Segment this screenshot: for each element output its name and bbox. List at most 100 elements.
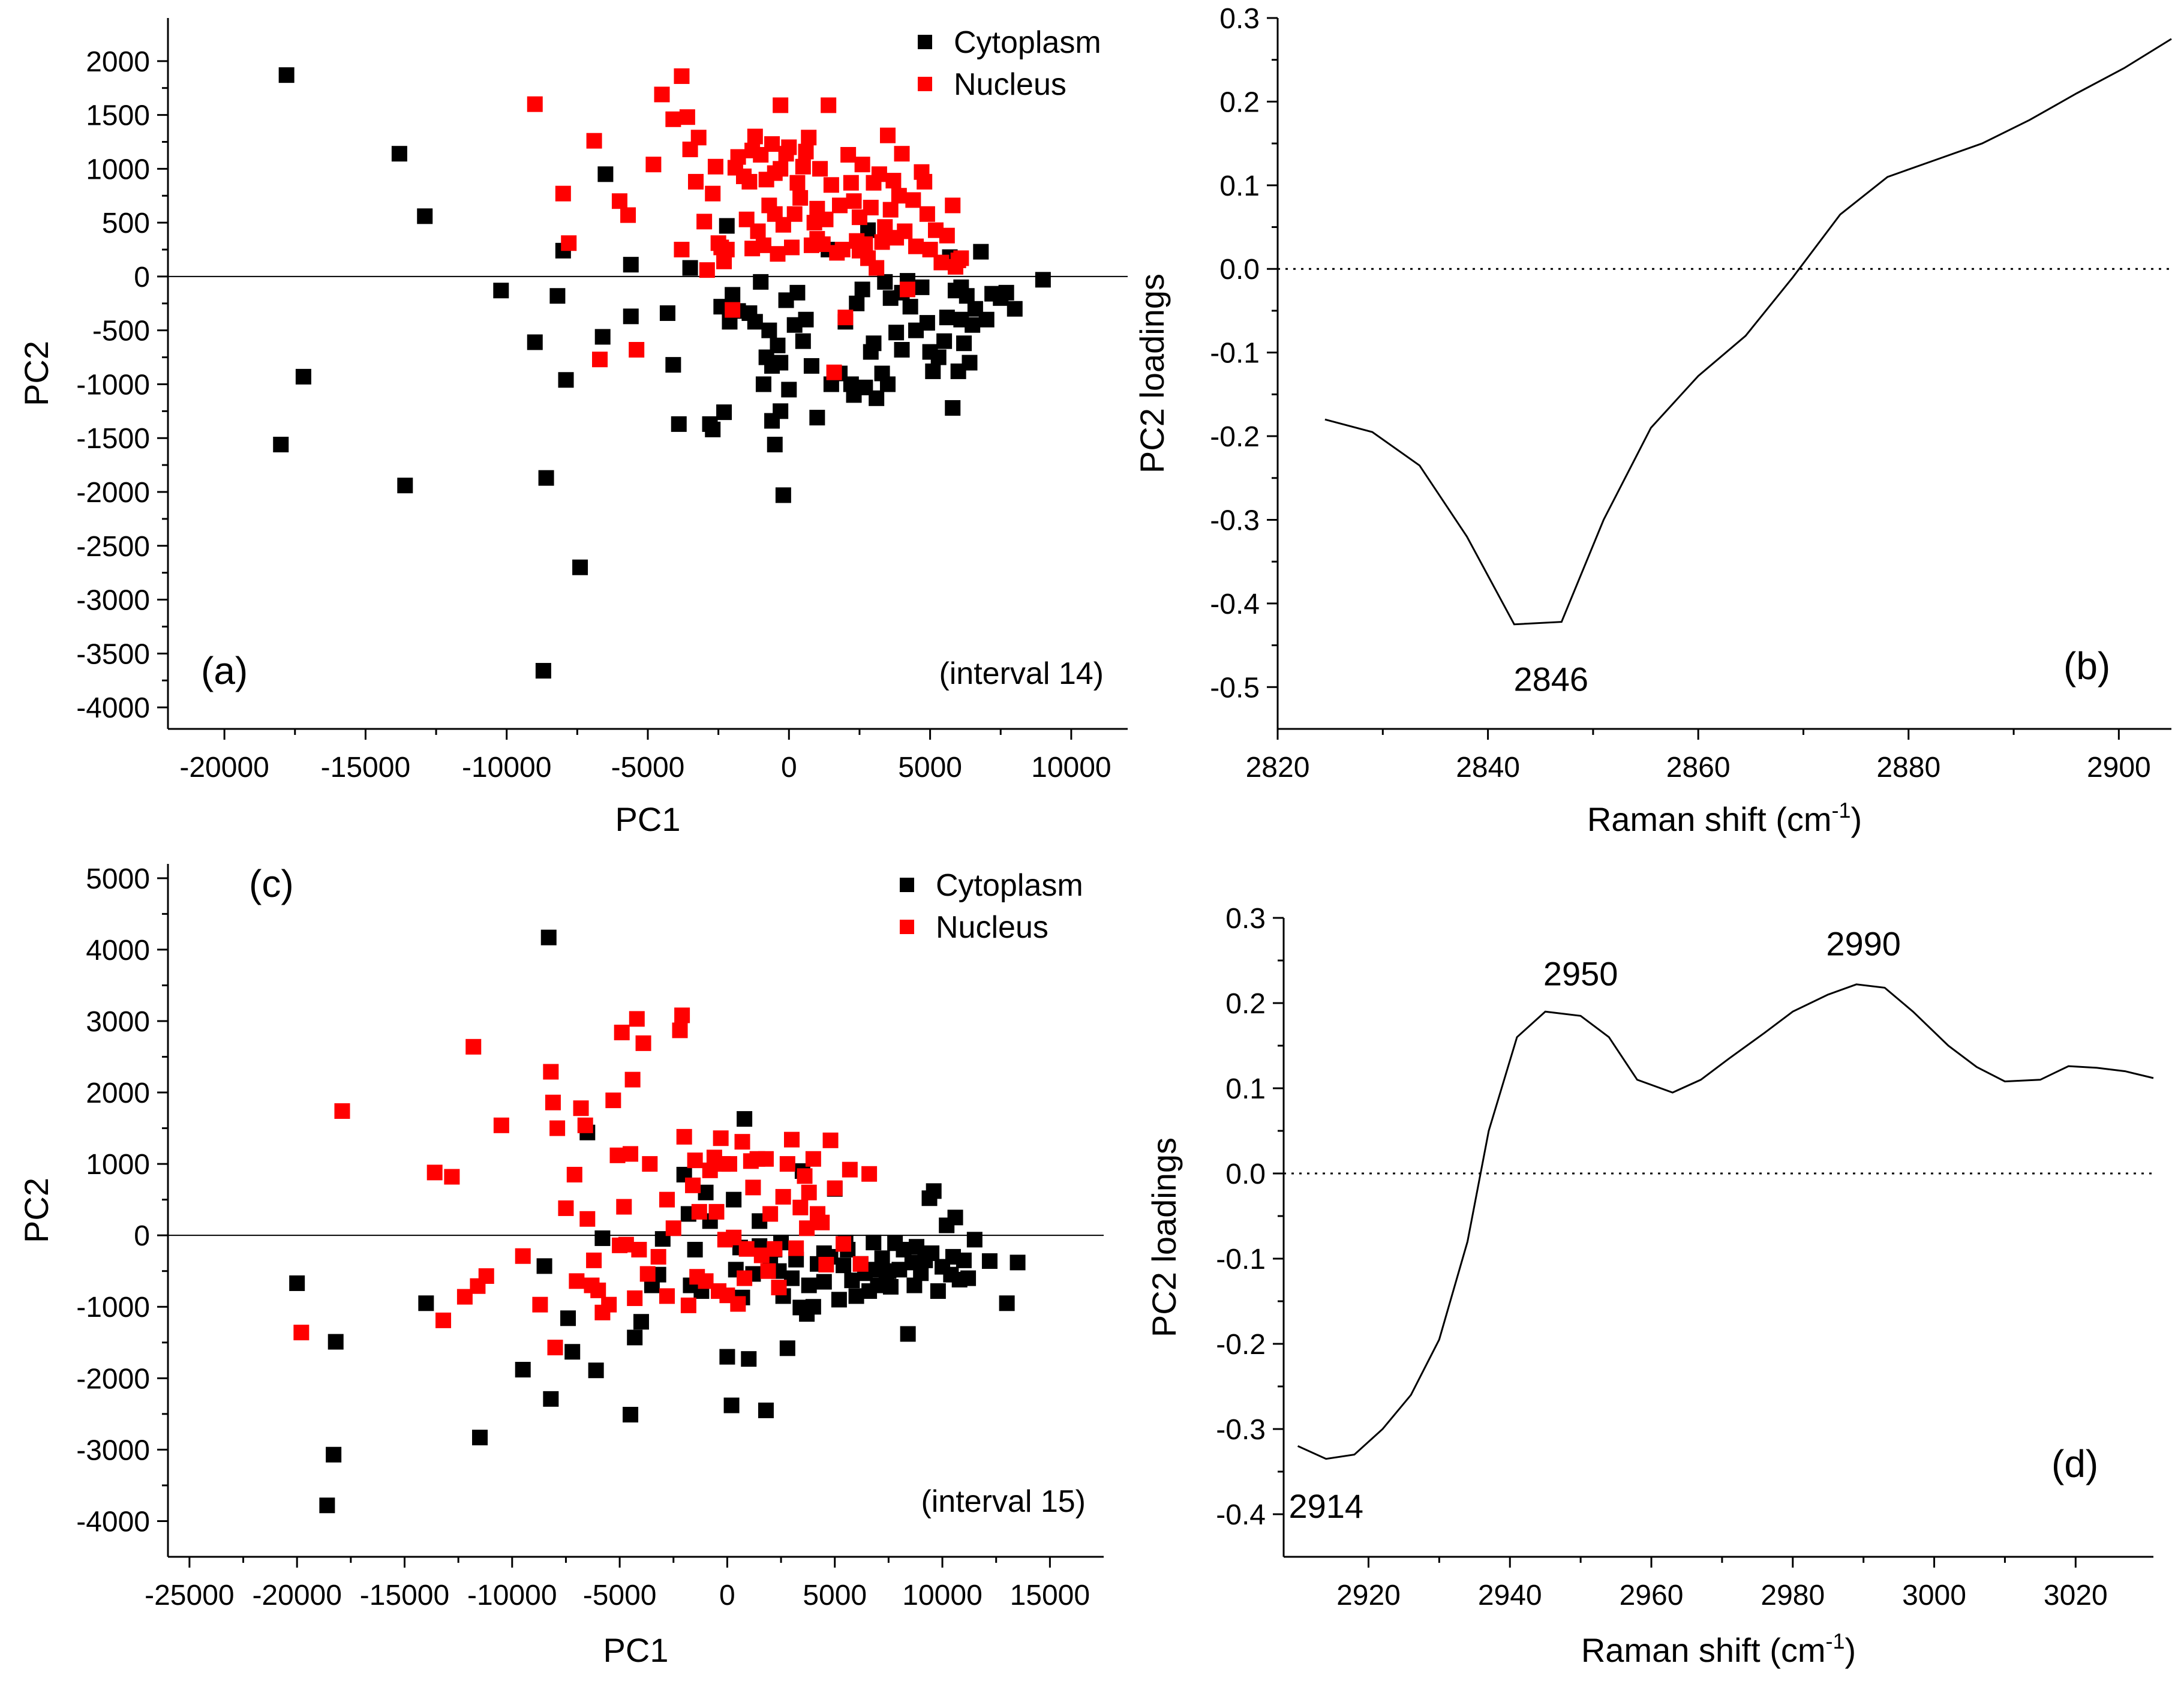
cytoplasm-point (753, 274, 769, 290)
nucleus-point (885, 173, 902, 189)
cytoplasm-point (803, 358, 819, 374)
y-tick-label: -3000 (76, 1434, 150, 1466)
nucleus-point (741, 173, 758, 190)
nucleus-point (852, 1256, 869, 1272)
nucleus-point (435, 1312, 452, 1328)
cytoplasm-point (902, 299, 918, 315)
nucleus-point (919, 206, 935, 222)
nucleus-point (737, 1270, 753, 1286)
nucleus-point (882, 202, 899, 218)
cytoplasm-point (1035, 272, 1051, 288)
x-tick-label: 2840 (1456, 752, 1520, 784)
nucleus-point (933, 254, 950, 271)
nucleus-point (555, 185, 571, 202)
nucleus-point (672, 1022, 688, 1038)
cytoplasm-point (594, 329, 611, 345)
cytoplasm-point (549, 288, 566, 304)
nucleus-point (764, 136, 780, 152)
x-axis-label: PC1 (615, 800, 681, 838)
nucleus-point (798, 143, 814, 160)
nucleus-point (775, 1188, 791, 1205)
panel-label: (b) (2063, 644, 2110, 688)
cytoplasm-point (981, 1253, 998, 1269)
nucleus-point (719, 242, 735, 258)
nucleus-point (834, 242, 851, 258)
x-tick-label: 3020 (2044, 1580, 2108, 1611)
nucleus-point (679, 109, 695, 125)
cytoplasm-point (623, 1407, 639, 1423)
cytoplasm-point (836, 1257, 852, 1274)
x-tick-label: 15000 (1010, 1580, 1090, 1611)
cytoplasm-point (417, 208, 433, 224)
cytoplasm-point (535, 663, 551, 679)
nucleus-point (586, 133, 602, 149)
nucleus-point (532, 1296, 548, 1313)
nucleus-point (801, 1184, 817, 1200)
nucleus-point (547, 1340, 563, 1356)
cytoplasm-point (633, 1314, 649, 1330)
nucleus-point (690, 130, 707, 146)
cytoplasm-point (623, 257, 639, 273)
nucleus-point (767, 1241, 783, 1257)
y-tick-label: -0.4 (1216, 1499, 1266, 1531)
nucleus-point (827, 1180, 843, 1196)
cytoplasm-point (536, 1258, 552, 1274)
nucleus-point (696, 214, 713, 230)
x-tick-label: -10000 (462, 752, 551, 784)
nucleus-point (623, 1146, 639, 1162)
nucleus-point (708, 1203, 725, 1220)
nucleus-point (854, 157, 870, 173)
nucleus-point (812, 161, 828, 177)
cytoplasm-point (558, 372, 574, 388)
x-tick-label: 5000 (898, 752, 962, 784)
legend-label-cytoplasm: Cytoplasm (936, 868, 1083, 903)
nucleus-point (627, 1290, 643, 1306)
cytoplasm-point (273, 437, 289, 452)
nucleus-point (561, 235, 577, 251)
cytoplasm-point (755, 376, 771, 392)
nucleus-point (676, 1128, 692, 1145)
cytoplasm-point (998, 284, 1014, 301)
nucleus-point (586, 1252, 602, 1268)
nucleus-point (773, 97, 789, 113)
nucleus-point (905, 192, 921, 208)
loadings-line (1297, 983, 2154, 1460)
nucleus-point (953, 250, 969, 266)
x-tick-label: -10000 (467, 1580, 557, 1611)
cytoplasm-point (741, 1351, 757, 1367)
y-tick-label: 5000 (86, 863, 150, 895)
nucleus-point (745, 1179, 761, 1196)
nucleus-point (725, 302, 741, 318)
nucleus-point (687, 1152, 703, 1169)
cytoplasm-point (538, 470, 554, 486)
nucleus-point (762, 1206, 779, 1222)
x-axis-label: Raman shift (cm-1) (1581, 1629, 1856, 1669)
cytoplasm-point (801, 1277, 817, 1293)
panel-label: (c) (249, 862, 294, 905)
nucleus-point (874, 234, 890, 250)
cytoplasm-point (540, 929, 557, 945)
nucleus-point (786, 206, 803, 222)
nucleus-point (573, 1100, 589, 1116)
nucleus-point (917, 173, 933, 190)
x-tick-label: 10000 (1031, 752, 1111, 784)
y-tick-label: 3000 (86, 1006, 150, 1038)
x-tick-label: -5000 (583, 1580, 657, 1611)
nucleus-point (614, 1025, 630, 1041)
nucleus-point (659, 1288, 675, 1304)
nucleus-point (674, 1007, 690, 1023)
y-tick-label: 0.3 (1219, 3, 1260, 35)
nucleus-point (558, 1200, 574, 1216)
cytoplasm-point (781, 382, 797, 398)
cytoplasm-point (900, 1326, 916, 1342)
nucleus-point (624, 1071, 641, 1088)
nucleus-point (799, 1220, 815, 1236)
y-tick-label: -2000 (76, 477, 150, 509)
nucleus-point (784, 1131, 800, 1148)
nucleus-point (566, 1166, 582, 1182)
cytoplasm-point (737, 1111, 753, 1127)
nucleus-point (579, 1211, 596, 1227)
nucleus-point (797, 1168, 813, 1184)
nucleus-point (611, 193, 627, 209)
cytoplasm-point (869, 390, 885, 406)
